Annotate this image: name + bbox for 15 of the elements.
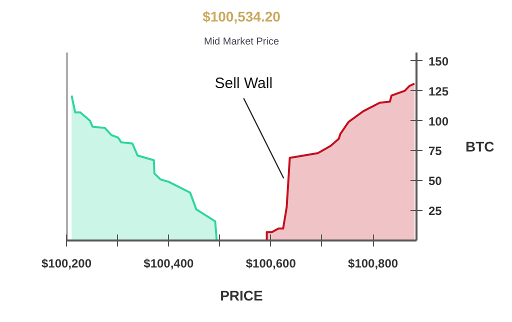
y-tick-label: 150 bbox=[428, 54, 449, 68]
y-tick-label: 75 bbox=[428, 144, 442, 158]
y-tick-label: 25 bbox=[428, 204, 442, 218]
x-axis-title: PRICE bbox=[220, 288, 263, 304]
chart-subtitle: Mid Market Price bbox=[204, 36, 280, 48]
x-tick-label: $100,800 bbox=[348, 256, 398, 270]
y-axis-title: BTC bbox=[466, 138, 494, 154]
chart-title: $100,534.20 bbox=[202, 8, 281, 24]
x-tick-label: $100,400 bbox=[144, 256, 194, 270]
x-tick-label: $100,200 bbox=[41, 256, 92, 270]
y-tick-label: 125 bbox=[428, 84, 449, 98]
annotation: Sell Wall bbox=[214, 75, 273, 92]
x-tick-label: $100,600 bbox=[246, 256, 296, 270]
y-tick-label: 100 bbox=[428, 114, 449, 128]
y-tick-label: 50 bbox=[428, 174, 442, 188]
